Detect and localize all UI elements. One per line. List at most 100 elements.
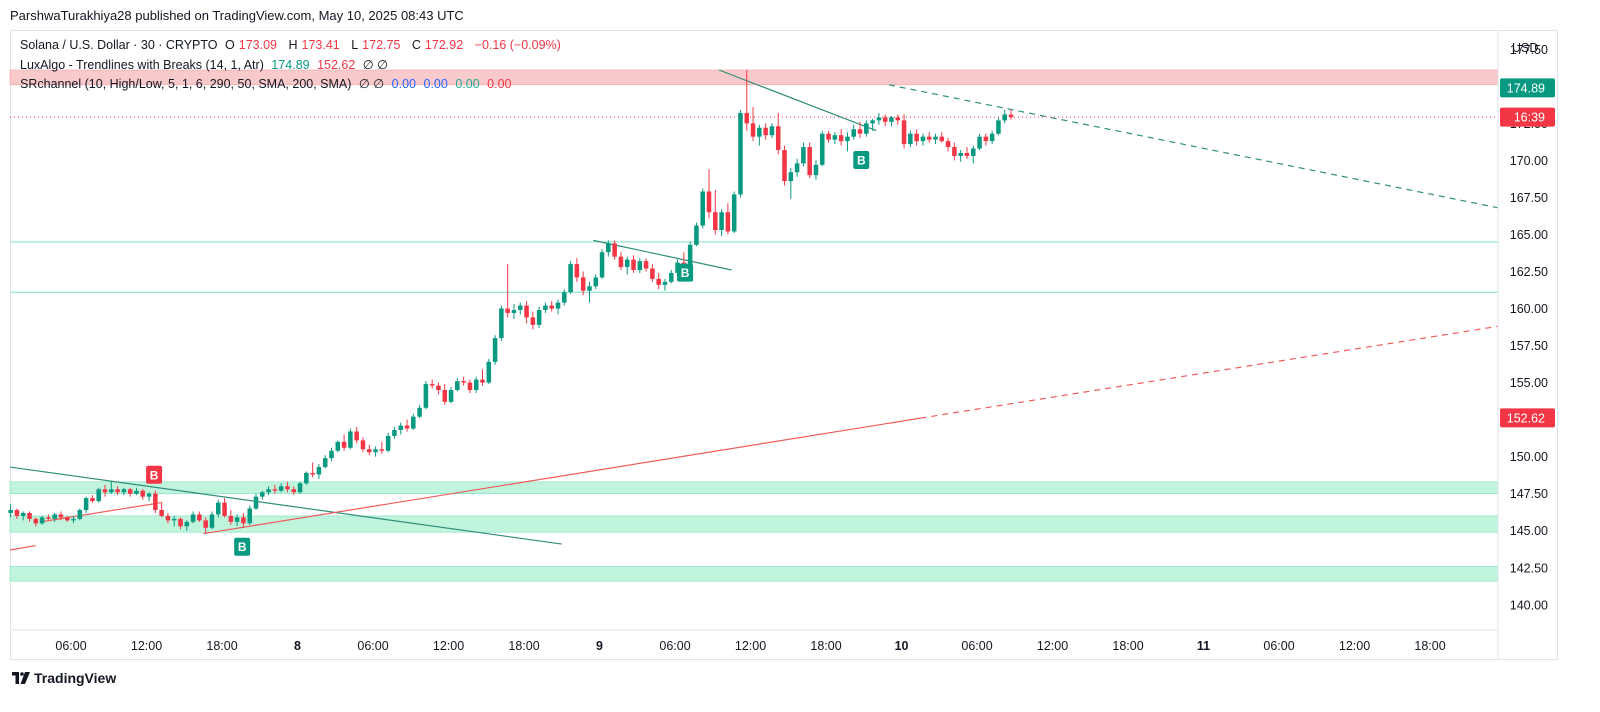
time-tick-label: 12:00 <box>131 639 162 653</box>
candle-up <box>171 518 177 521</box>
symbol-legend[interactable]: Solana / U.S. Dollar · 30 · CRYPTO O 173.… <box>20 38 565 52</box>
break-signal-label: B <box>238 540 247 554</box>
price-tick-label: 142.50 <box>1510 561 1548 575</box>
candle-down <box>64 517 70 521</box>
time-tick-label: 10 <box>895 639 909 653</box>
candle-down <box>354 431 359 441</box>
price-tag <box>1500 107 1555 127</box>
time-tick-label: 06:00 <box>1263 639 1294 653</box>
horizontal-lines-layer <box>10 116 1498 293</box>
candle-up <box>486 361 492 383</box>
candle-up <box>20 512 26 516</box>
candle-down <box>404 425 410 429</box>
candle-down <box>480 379 485 383</box>
candle-up <box>599 252 605 278</box>
candle-down <box>203 520 208 528</box>
candle-down <box>272 489 278 491</box>
candle-up <box>448 390 454 402</box>
high-label: H <box>288 38 298 52</box>
price-axis[interactable]: USD 140.00142.50145.00147.50150.00152.50… <box>1510 41 1548 612</box>
time-tick-label: 12:00 <box>1339 639 1370 653</box>
candle-down <box>926 136 932 140</box>
candles-layer <box>8 70 1014 534</box>
candle-down <box>291 489 297 493</box>
candle-down <box>895 117 901 121</box>
price-tick-label: 140.00 <box>1510 598 1548 612</box>
candle-up <box>555 302 561 309</box>
candle-down <box>580 277 586 291</box>
candle-up <box>146 493 152 497</box>
candle-up <box>933 136 938 140</box>
candle-up <box>297 483 303 493</box>
candle-up <box>473 379 479 390</box>
candle-up <box>134 490 139 494</box>
candle-down <box>153 493 158 510</box>
indicator-name[interactable]: SRchannel (10, High/Low, 5, 1, 6, 290, 5… <box>20 77 352 91</box>
candle-up <box>517 305 523 310</box>
candle-up <box>908 133 913 145</box>
candle-up <box>1002 114 1007 121</box>
candle-down <box>574 264 580 278</box>
candle-up <box>864 123 869 134</box>
candle-up <box>832 135 838 140</box>
candle-up <box>253 496 259 509</box>
candle-up <box>788 172 794 182</box>
indicator-value: 0.00 <box>487 77 512 91</box>
candle-down <box>127 489 133 494</box>
candle-up <box>971 148 976 156</box>
break-signal-badge <box>853 151 870 170</box>
low-value: 172.75 <box>362 38 401 52</box>
candle-up <box>668 272 674 282</box>
candle-up <box>511 310 517 313</box>
indicator-legend-luxalgo[interactable]: LuxAlgo - Trendlines with Breaks (14, 1,… <box>20 57 392 72</box>
candle-up <box>700 191 705 226</box>
tradingview-logo[interactable]: TradingView <box>12 670 116 686</box>
candle-up <box>989 133 995 142</box>
support-zone <box>9 515 1499 533</box>
candle-up <box>801 147 806 164</box>
time-tick-label: 11 <box>1197 639 1210 653</box>
candle-up <box>794 163 800 173</box>
candle-down <box>524 305 529 318</box>
candle-down <box>228 515 234 522</box>
indicator-legend-srchannel[interactable]: SRchannel (10, High/Low, 5, 1, 6, 290, 5… <box>20 76 516 91</box>
candle-up <box>278 486 284 491</box>
break-signal-badge <box>146 465 163 484</box>
currency-label[interactable]: USD <box>1512 41 1538 55</box>
candle-up <box>373 449 378 453</box>
time-tick-label: 06:00 <box>961 639 992 653</box>
time-axis[interactable]: 06:00 12:00 18:00 8 06:00 12:00 18:00 9 06:00 12:… <box>55 639 1445 653</box>
candle-down <box>241 517 246 524</box>
open-value: 173.09 <box>238 38 277 52</box>
candle-down <box>197 514 202 521</box>
candle-up <box>769 126 775 136</box>
candle-up <box>851 129 856 137</box>
candle-up <box>977 136 982 149</box>
candle-up <box>593 277 599 287</box>
sr-zones-layer <box>9 69 1499 582</box>
indicator-name[interactable]: LuxAlgo - Trendlines with Breaks (14, 1,… <box>20 58 264 72</box>
candle-up <box>77 510 83 519</box>
candle-down <box>775 126 781 150</box>
candle-up <box>606 243 611 253</box>
price-tick-label: 165.00 <box>1510 228 1548 242</box>
candle-down <box>549 305 554 309</box>
candle-up <box>996 120 1001 134</box>
candle-down <box>442 390 448 402</box>
symbol-title[interactable]: Solana / U.S. Dollar · 30 · CRYPTO <box>20 38 218 52</box>
candle-up <box>543 305 548 310</box>
price-tag <box>1500 78 1555 98</box>
candle-up <box>348 431 353 448</box>
trendlines-layer <box>9 69 1499 551</box>
candle-up <box>813 164 819 176</box>
candle-down <box>14 510 20 516</box>
candle-up <box>694 225 699 245</box>
downtrend-1-line <box>9 466 562 545</box>
candle-down <box>90 498 95 502</box>
candle-down <box>436 385 441 390</box>
candle-down <box>165 515 171 521</box>
time-tick-label: 06:00 <box>55 639 86 653</box>
candle-down <box>914 133 919 142</box>
price-tag-label: 152.62 <box>1507 411 1545 425</box>
